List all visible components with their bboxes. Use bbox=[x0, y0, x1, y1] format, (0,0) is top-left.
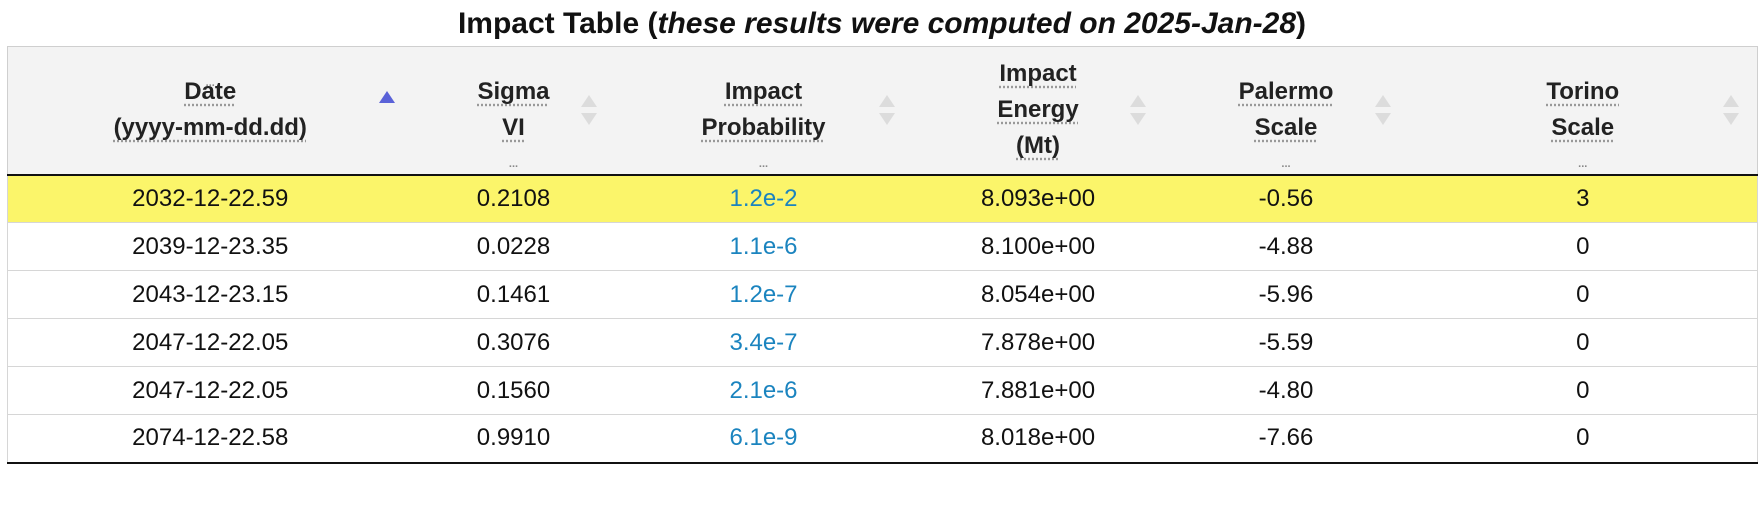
torino-scale-cell: 3 bbox=[1408, 174, 1758, 223]
sort-toggle-icon[interactable] bbox=[1723, 95, 1739, 126]
torino-scale-cell: 0 bbox=[1408, 414, 1758, 464]
column-header-label: Sigma VI bbox=[477, 74, 549, 146]
impact-probability-link[interactable]: 6.1e-9 bbox=[729, 424, 798, 452]
sigma-vi-cell: 0.1560 bbox=[412, 366, 615, 415]
header-tooltip-hint-icon: ... bbox=[205, 77, 215, 89]
table-body: 2032-12-22.59 0.2108 1.2e-2 8.093e+00 -0.56 3… bbox=[7, 174, 1758, 464]
sort-ascending-icon[interactable] bbox=[378, 91, 395, 121]
column-header-date[interactable]: ... Date (yyyy-mm-dd.dd) bbox=[7, 46, 413, 176]
impact-energy-cell: 7.881e+00 bbox=[912, 366, 1164, 415]
impact-energy-cell: 8.100e+00 bbox=[912, 222, 1164, 271]
impact-probability-cell: 6.1e-9 bbox=[614, 414, 913, 464]
impact-probability-cell: 3.4e-7 bbox=[614, 318, 913, 367]
header-tooltip-hint-icon: ... bbox=[1578, 157, 1588, 170]
torino-scale-cell: 0 bbox=[1408, 270, 1758, 319]
column-header-label: Date (yyyy-mm-dd.dd) bbox=[114, 74, 307, 146]
torino-scale-cell: 0 bbox=[1408, 366, 1758, 415]
column-header-line: Scale bbox=[1551, 114, 1615, 142]
impact-energy-cell: 8.054e+00 bbox=[912, 270, 1164, 319]
sort-toggle-icon[interactable] bbox=[580, 95, 597, 126]
column-header-line: Date bbox=[184, 78, 237, 106]
table-row: 2047-12-22.05 0.3076 3.4e-7 7.878e+00 -5.59 0 bbox=[7, 318, 1758, 367]
impact-probability-cell: 1.2e-7 bbox=[614, 270, 913, 319]
torino-scale-cell: 0 bbox=[1408, 318, 1758, 367]
table-row: 2074-12-22.58 0.9910 6.1e-9 8.018e+00 -7.66 0 bbox=[7, 414, 1758, 464]
header-tooltip-hint-icon: ... bbox=[758, 157, 769, 170]
column-header-sigma-vi[interactable]: Sigma VI... bbox=[412, 46, 615, 176]
table-row: 2047-12-22.05 0.1560 2.1e-6 7.881e+00 -4.80 0 bbox=[7, 366, 1758, 415]
column-header-label: Torino Scale bbox=[1546, 74, 1619, 146]
palermo-scale-cell: -5.59 bbox=[1163, 318, 1409, 367]
date-cell: 2047-12-22.05 bbox=[7, 366, 413, 415]
palermo-scale-cell: -7.66 bbox=[1163, 414, 1409, 464]
date-cell: 2039-12-23.35 bbox=[7, 222, 413, 271]
header-tooltip-hint-icon: ... bbox=[1281, 157, 1291, 170]
impact-probability-cell: 2.1e-6 bbox=[614, 366, 913, 415]
palermo-scale-cell: -4.80 bbox=[1163, 366, 1409, 415]
column-header-label: Impact Probability bbox=[701, 74, 825, 146]
column-header-line: VI bbox=[502, 114, 525, 142]
table-title: Impact Table (these results were compute… bbox=[7, 0, 1757, 46]
column-header-line: Probability bbox=[701, 114, 826, 142]
column-header-impact-energy[interactable]: Impact Energy (Mt) bbox=[912, 46, 1164, 176]
column-header-line: Impact bbox=[999, 60, 1077, 88]
sort-toggle-icon[interactable] bbox=[1374, 95, 1391, 126]
impact-energy-cell: 8.093e+00 bbox=[912, 174, 1164, 223]
table-header-row: ... Date (yyyy-mm-dd.dd) Sigma VI... Impact Pr… bbox=[7, 46, 1758, 176]
date-cell: 2032-12-22.59 bbox=[7, 174, 413, 223]
impact-table-section: Impact Table (these results were compute… bbox=[7, 0, 1758, 464]
header-tooltip-hint-icon: ... bbox=[508, 157, 519, 170]
date-cell: 2043-12-23.15 bbox=[7, 270, 413, 319]
table-row: 2032-12-22.59 0.2108 1.2e-2 8.093e+00 -0.56 3 bbox=[7, 174, 1758, 223]
sigma-vi-cell: 0.2108 bbox=[412, 174, 615, 223]
sigma-vi-cell: 0.0228 bbox=[412, 222, 615, 271]
sigma-vi-cell: 0.9910 bbox=[412, 414, 615, 464]
title-computed-note: these results were computed on 2025-Jan-… bbox=[657, 7, 1297, 40]
title-main: Impact Table ( bbox=[457, 7, 658, 40]
sigma-vi-cell: 0.3076 bbox=[412, 318, 615, 367]
column-header-line: Sigma bbox=[477, 78, 550, 106]
column-header-label: Palermo Scale bbox=[1239, 74, 1334, 146]
column-header-line: Scale bbox=[1254, 114, 1318, 142]
impact-energy-cell: 7.878e+00 bbox=[912, 318, 1164, 367]
torino-scale-cell: 0 bbox=[1408, 222, 1758, 271]
column-header-label: Impact Energy (Mt) bbox=[997, 56, 1078, 164]
sigma-vi-cell: 0.1461 bbox=[412, 270, 615, 319]
impact-probability-cell: 1.2e-2 bbox=[614, 174, 913, 223]
date-cell: 2047-12-22.05 bbox=[7, 318, 413, 367]
impact-probability-link[interactable]: 1.2e-7 bbox=[729, 280, 798, 308]
table-row: 2043-12-23.15 0.1461 1.2e-7 8.054e+00 -5.96 0 bbox=[7, 270, 1758, 319]
palermo-scale-cell: -0.56 bbox=[1163, 174, 1409, 223]
sort-toggle-icon[interactable] bbox=[878, 95, 895, 126]
sort-toggle-icon[interactable] bbox=[1129, 95, 1146, 126]
impact-probability-link[interactable]: 3.4e-7 bbox=[729, 328, 798, 356]
title-close: ) bbox=[1296, 7, 1307, 40]
impact-energy-cell: 8.018e+00 bbox=[912, 414, 1164, 464]
table-row: 2039-12-23.35 0.0228 1.1e-6 8.100e+00 -4.88 0 bbox=[7, 222, 1758, 271]
column-header-impact-probability[interactable]: Impact Probability... bbox=[614, 46, 913, 176]
column-header-line: (yyyy-mm-dd.dd) bbox=[113, 114, 307, 142]
palermo-scale-cell: -5.96 bbox=[1163, 270, 1409, 319]
impact-probability-link[interactable]: 1.1e-6 bbox=[729, 232, 798, 260]
column-header-line: Energy bbox=[997, 96, 1079, 124]
impact-probability-cell: 1.1e-6 bbox=[614, 222, 913, 271]
column-header-line: Torino bbox=[1546, 78, 1620, 106]
palermo-scale-cell: -4.88 bbox=[1163, 222, 1409, 271]
column-header-line: Palermo bbox=[1238, 78, 1334, 106]
impact-probability-link[interactable]: 2.1e-6 bbox=[729, 376, 798, 404]
impact-table: ... Date (yyyy-mm-dd.dd) Sigma VI... Impact Pr… bbox=[7, 46, 1758, 464]
column-header-torino-scale[interactable]: Torino Scale... bbox=[1408, 46, 1758, 176]
date-cell: 2074-12-22.58 bbox=[7, 414, 413, 464]
column-header-line: Impact bbox=[724, 78, 803, 106]
column-header-palermo-scale[interactable]: Palermo Scale... bbox=[1163, 46, 1409, 176]
impact-probability-link[interactable]: 1.2e-2 bbox=[729, 184, 798, 212]
column-header-line: (Mt) bbox=[1016, 132, 1060, 160]
